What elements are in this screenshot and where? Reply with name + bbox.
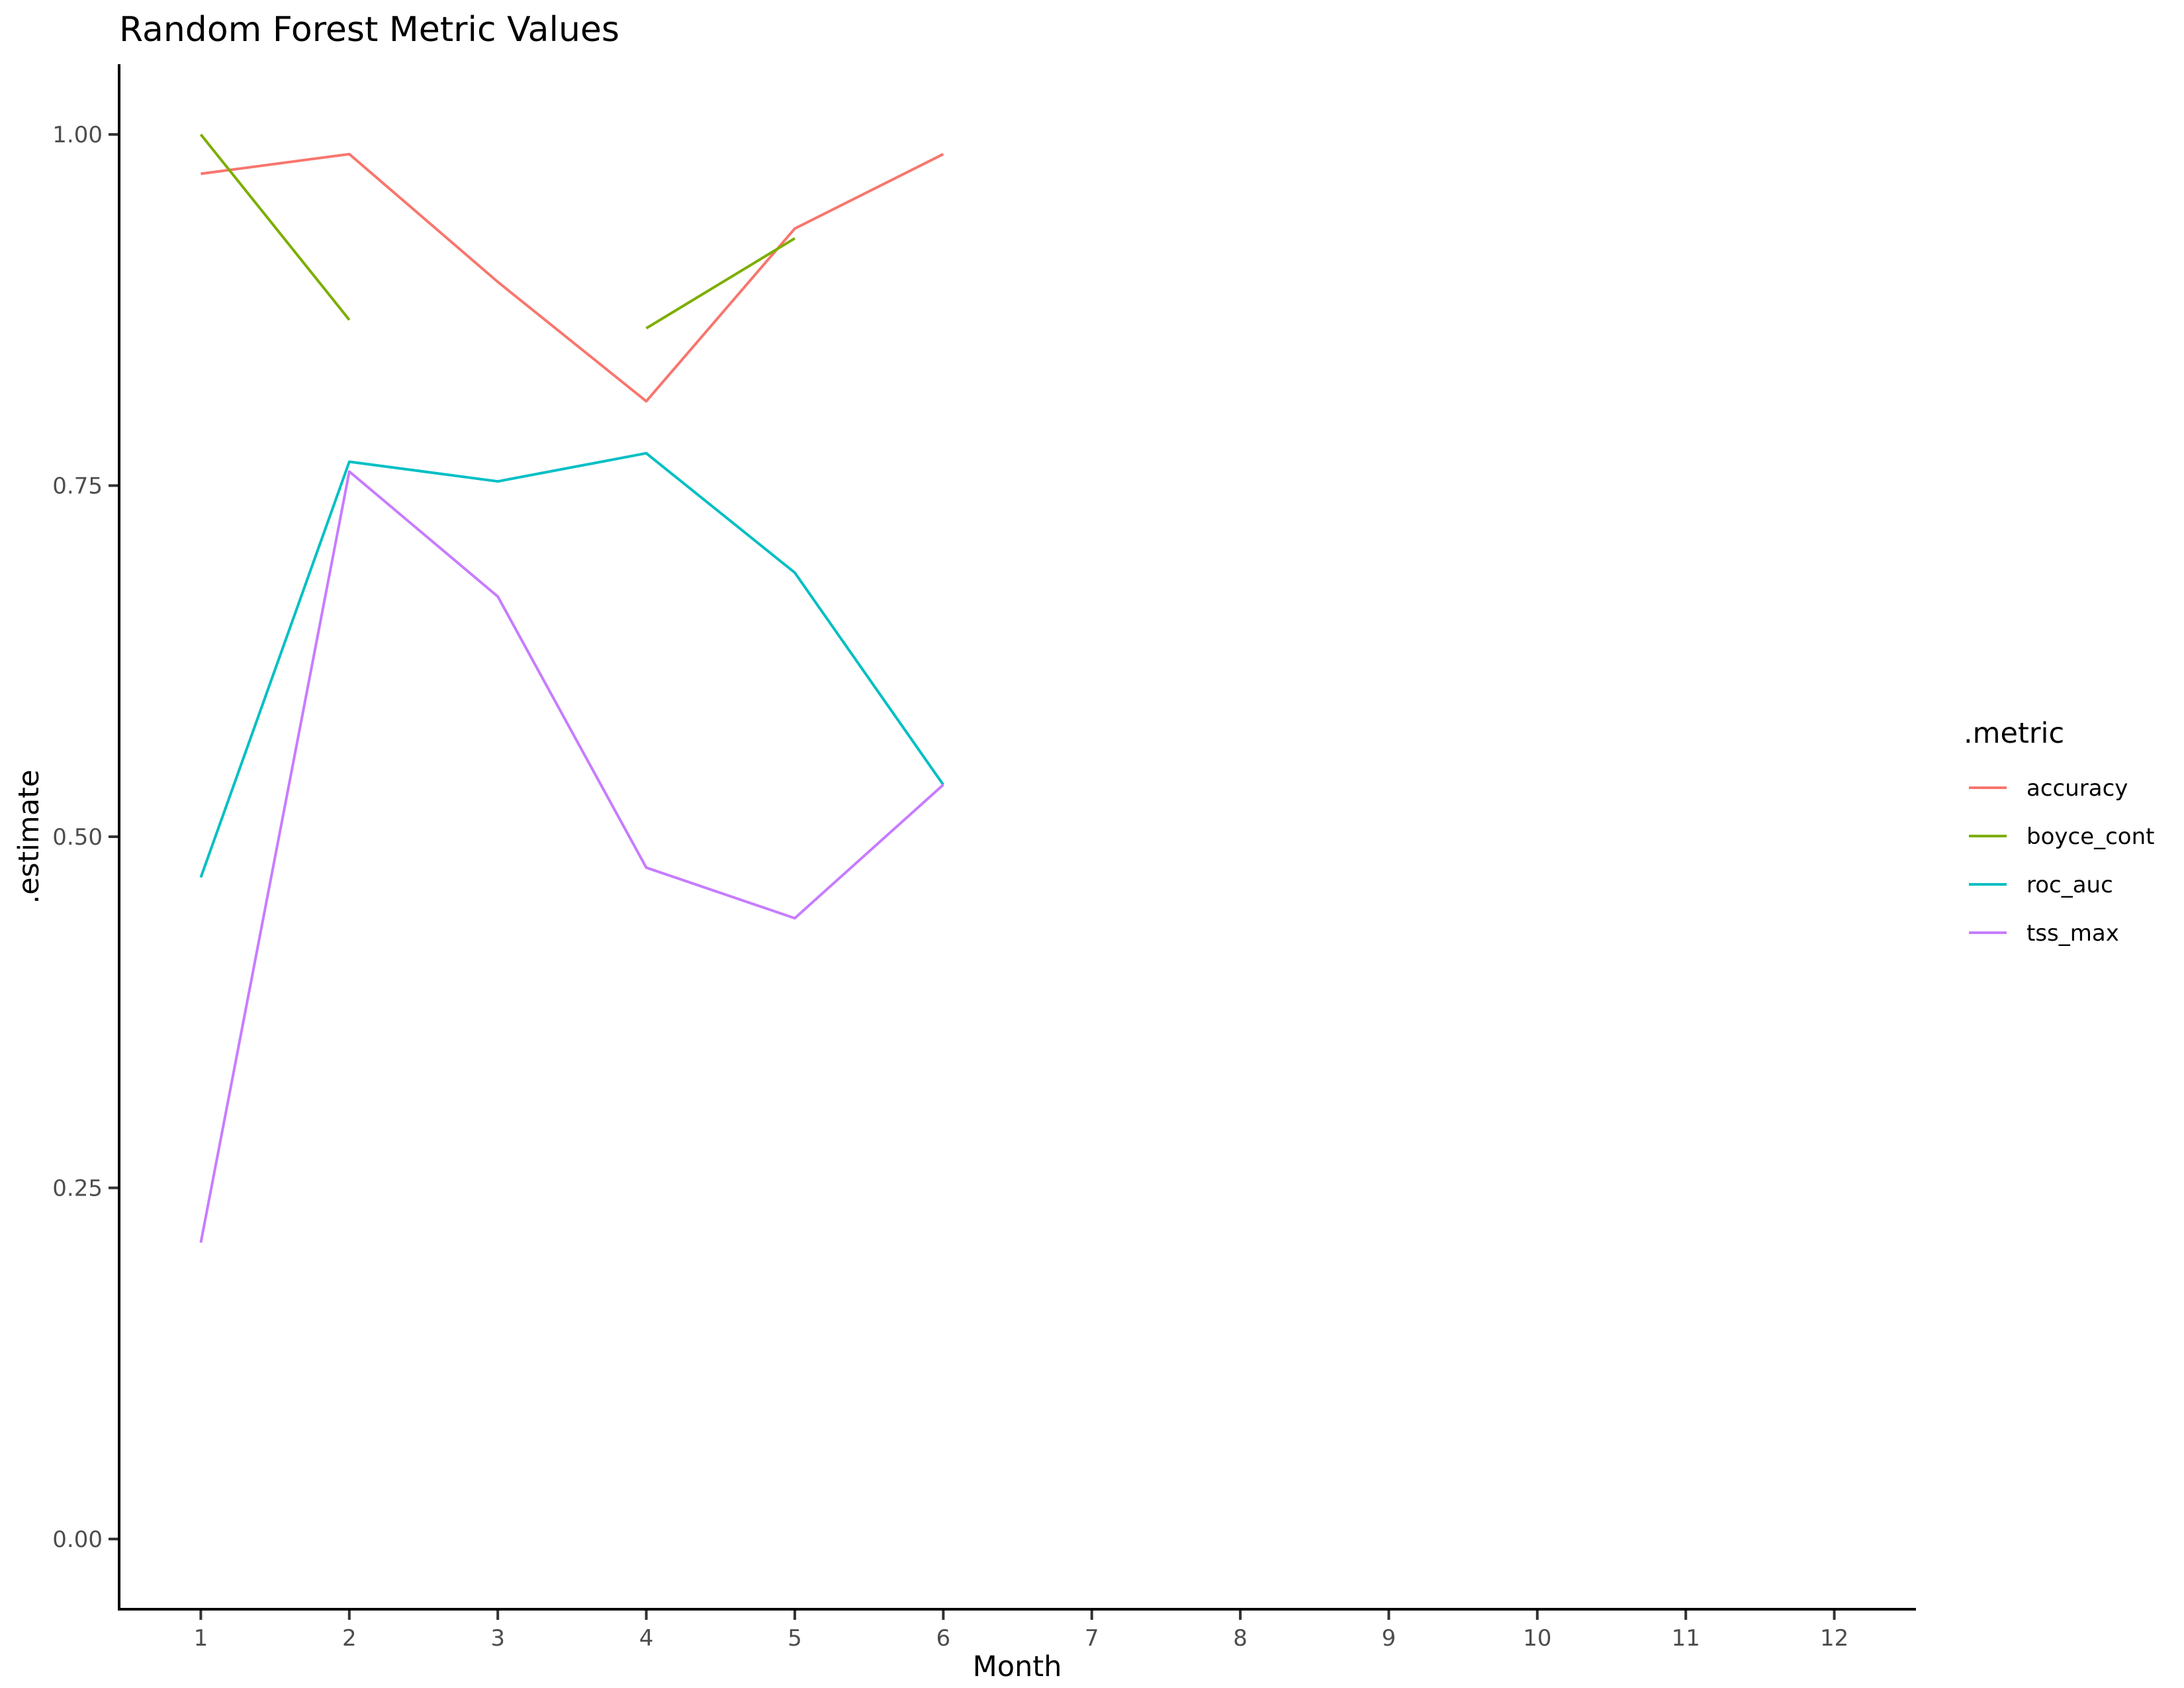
x-tick-label: 7	[1085, 1625, 1099, 1652]
x-tick-label: 12	[1820, 1625, 1848, 1652]
x-axis-title: Month	[973, 1650, 1062, 1683]
x-axis-ticks: 1 2 3 4 5 6 7 8 9 10 11 12	[194, 1611, 1848, 1652]
y-axis-title: .estimate	[13, 770, 46, 904]
plot-area: 1 2 3 4 5 6 7 8 9 10 11 12 0.000.250.500.751.00	[52, 64, 1916, 1652]
y-tick-label: 1.00	[52, 122, 103, 148]
legend-label: roc_auc	[2026, 872, 2113, 898]
series-layer	[199, 133, 944, 1243]
legend-title: .metric	[1964, 717, 2064, 750]
x-tick-label: 5	[788, 1625, 802, 1652]
series-line-boyce-cont	[645, 237, 796, 330]
x-tick-label: 3	[490, 1625, 505, 1652]
series-line-roc-auc	[199, 451, 944, 878]
legend-label: accuracy	[2026, 775, 2128, 802]
legend-items: accuracy boyce_cont roc_auc tss_max	[1969, 775, 2155, 947]
chart-title: Random Forest Metric Values	[119, 10, 619, 50]
x-tick-label: 10	[1523, 1625, 1551, 1652]
legend: .metric accuracy boyce_cont roc_auc tss_max	[1964, 717, 2155, 947]
series-line-tss-max	[199, 470, 944, 1243]
y-tick-label: 0.75	[52, 473, 103, 500]
series-line-boyce-cont	[199, 133, 351, 321]
x-tick-label: 1	[194, 1625, 208, 1652]
x-tick-label: 4	[639, 1625, 654, 1652]
x-tick-label: 11	[1672, 1625, 1700, 1652]
y-axis-ticks: 0.00 0.25 0.50 0.75 1.00	[52, 122, 118, 1553]
x-tick-label: 9	[1382, 1625, 1396, 1652]
series-line-accuracy	[201, 152, 944, 403]
x-tick-label: 6	[936, 1625, 950, 1652]
y-tick-label: 0.25	[52, 1175, 103, 1201]
x-tick-label: 2	[342, 1625, 357, 1652]
y-tick-label: 0.00	[52, 1526, 103, 1553]
y-tick-label: 0.50	[52, 824, 103, 851]
x-tick-label: 8	[1233, 1625, 1248, 1652]
legend-label: boyce_cont	[2026, 823, 2155, 850]
legend-label: tss_max	[2026, 920, 2119, 947]
